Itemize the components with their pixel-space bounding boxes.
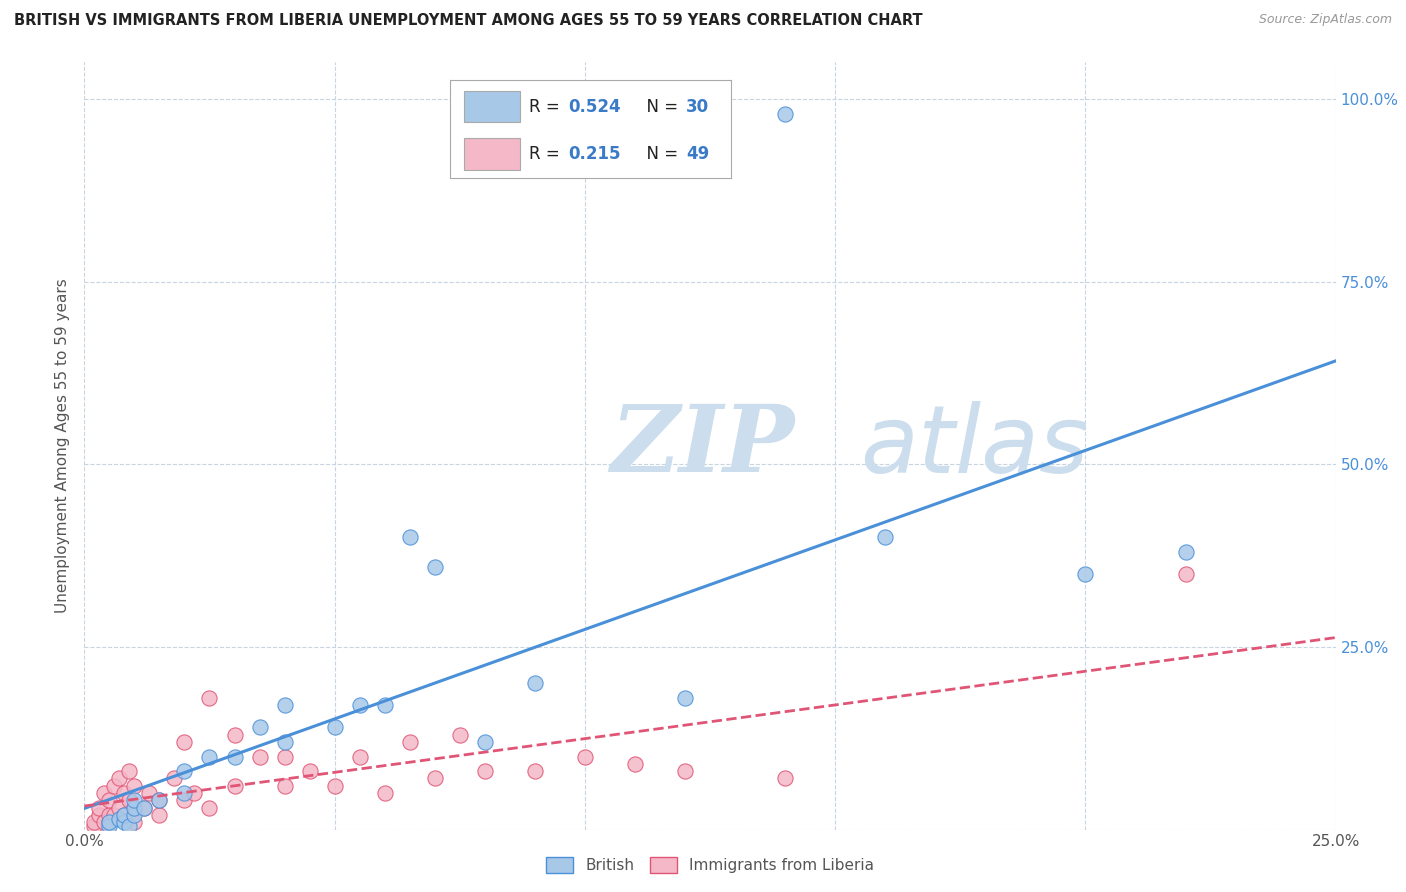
Point: [93, 786, 115, 800]
Point: [474, 764, 496, 778]
Point: [323, 720, 346, 734]
Point: [124, 815, 146, 830]
Point: [875, 530, 897, 544]
Point: [98, 815, 121, 830]
Point: [98, 819, 121, 833]
Point: [423, 772, 446, 786]
Point: [98, 815, 121, 830]
Point: [183, 786, 205, 800]
Point: [163, 772, 186, 786]
Point: [224, 749, 246, 764]
Point: [273, 698, 295, 713]
Point: [118, 793, 141, 807]
Point: [173, 793, 195, 807]
Point: [173, 786, 195, 800]
Point: [124, 800, 146, 814]
Point: [112, 808, 135, 822]
Point: [249, 749, 271, 764]
Point: [1174, 566, 1197, 581]
Point: [83, 819, 105, 833]
Point: [124, 779, 146, 793]
Point: [198, 691, 221, 706]
Point: [474, 735, 496, 749]
Text: ZIP: ZIP: [610, 401, 794, 491]
Point: [89, 808, 111, 822]
Point: [523, 676, 546, 690]
FancyBboxPatch shape: [464, 138, 520, 169]
Point: [224, 728, 246, 742]
Text: N =: N =: [636, 145, 683, 163]
Text: N =: N =: [636, 98, 683, 116]
Point: [148, 793, 170, 807]
Point: [523, 764, 546, 778]
Point: [449, 728, 471, 742]
FancyBboxPatch shape: [464, 91, 520, 122]
Point: [349, 698, 371, 713]
Point: [148, 793, 170, 807]
Point: [374, 698, 396, 713]
Point: [134, 800, 156, 814]
Point: [574, 749, 596, 764]
Text: BRITISH VS IMMIGRANTS FROM LIBERIA UNEMPLOYMENT AMONG AGES 55 TO 59 YEARS CORREL: BRITISH VS IMMIGRANTS FROM LIBERIA UNEMP…: [14, 13, 922, 29]
Text: Source: ZipAtlas.com: Source: ZipAtlas.com: [1258, 13, 1392, 27]
Point: [423, 559, 446, 574]
Point: [124, 800, 146, 814]
Point: [108, 772, 131, 786]
Point: [103, 779, 125, 793]
Point: [398, 530, 420, 544]
Point: [349, 749, 371, 764]
Point: [198, 749, 221, 764]
Point: [89, 800, 111, 814]
Point: [398, 735, 420, 749]
Point: [673, 764, 696, 778]
Point: [198, 800, 221, 814]
Point: [624, 756, 647, 771]
Point: [173, 764, 195, 778]
Point: [112, 815, 135, 830]
Point: [1174, 545, 1197, 559]
Point: [273, 779, 295, 793]
Point: [173, 735, 195, 749]
Text: R =: R =: [529, 145, 569, 163]
Point: [249, 720, 271, 734]
Point: [673, 691, 696, 706]
Point: [374, 786, 396, 800]
Point: [773, 106, 796, 120]
Legend: British, Immigrants from Liberia: British, Immigrants from Liberia: [540, 851, 880, 880]
Point: [273, 735, 295, 749]
Text: 0.215: 0.215: [568, 145, 620, 163]
Point: [224, 779, 246, 793]
Point: [108, 800, 131, 814]
Point: [138, 786, 160, 800]
Point: [112, 786, 135, 800]
Point: [124, 808, 146, 822]
Point: [323, 779, 346, 793]
Text: 30: 30: [686, 98, 709, 116]
Point: [773, 772, 796, 786]
Point: [148, 808, 170, 822]
Point: [134, 800, 156, 814]
Point: [108, 812, 131, 826]
Point: [124, 793, 146, 807]
Point: [98, 793, 121, 807]
Y-axis label: Unemployment Among Ages 55 to 59 years: Unemployment Among Ages 55 to 59 years: [55, 278, 70, 614]
Point: [98, 808, 121, 822]
Point: [93, 815, 115, 830]
Point: [273, 749, 295, 764]
Point: [103, 808, 125, 822]
Point: [118, 764, 141, 778]
Text: R =: R =: [529, 98, 565, 116]
Text: atlas: atlas: [860, 401, 1088, 491]
Point: [83, 815, 105, 830]
Point: [112, 808, 135, 822]
Point: [298, 764, 321, 778]
Text: 0.524: 0.524: [568, 98, 620, 116]
Point: [1074, 566, 1097, 581]
Point: [118, 819, 141, 833]
Text: 49: 49: [686, 145, 710, 163]
